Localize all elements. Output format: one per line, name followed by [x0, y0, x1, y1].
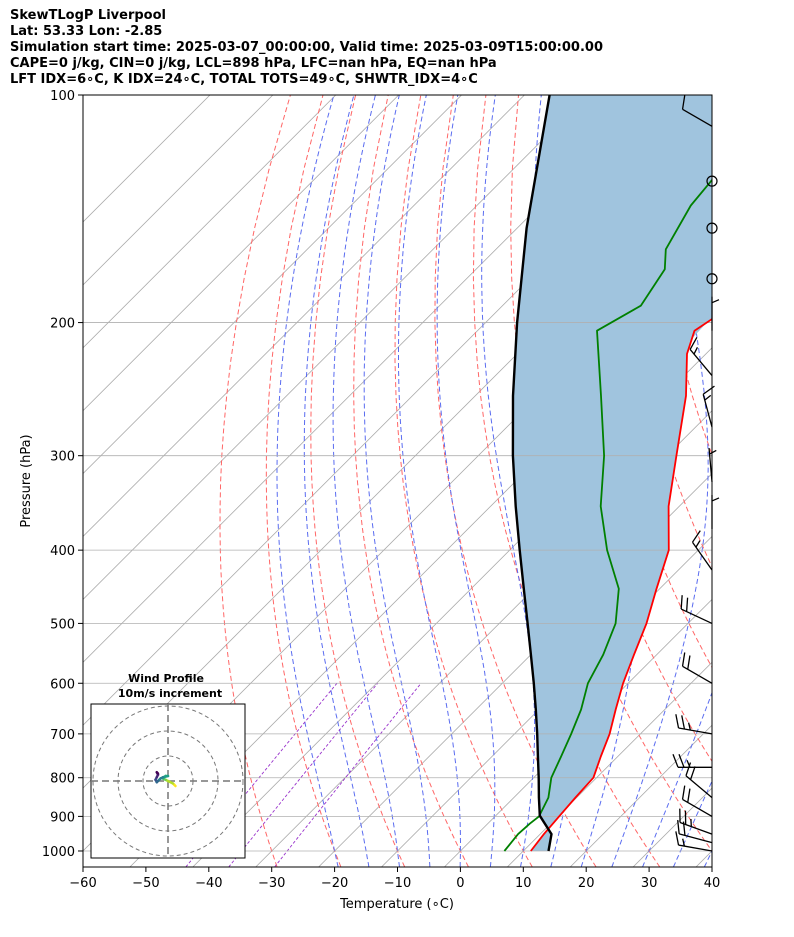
- wind-barb: [689, 336, 713, 376]
- wind-barb: [679, 808, 713, 835]
- isotherm-line: [83, 95, 274, 286]
- moist-adiabat-line: [481, 95, 536, 867]
- wind-barb: [675, 831, 713, 852]
- x-tick-label: −40: [195, 876, 222, 891]
- dry-adiabat-line: [434, 95, 597, 867]
- wind-barb: [691, 530, 713, 571]
- dry-adiabat-line: [714, 95, 794, 867]
- x-tick-label: −60: [69, 876, 96, 891]
- hodograph-subtitle: 10m/s increment: [118, 687, 222, 700]
- wind-barb: [672, 754, 712, 768]
- moist-adiabat-line: [398, 95, 461, 867]
- x-tick-label: 20: [578, 876, 595, 891]
- x-axis-label: Temperature (∘C): [339, 897, 454, 912]
- x-tick-label: 0: [456, 876, 464, 891]
- parcel-line: [511, 95, 553, 852]
- isotherm-line: [506, 661, 712, 867]
- moist-adiabat-line: [672, 779, 712, 867]
- cin-shading: [512, 95, 712, 851]
- cin-shaded-area: [512, 95, 712, 851]
- isotherm-line: [83, 95, 337, 349]
- wind-barb: [681, 785, 713, 817]
- temperature-line: [530, 317, 712, 852]
- moist-adiabat-line: [436, 95, 496, 867]
- isotherm-line: [83, 95, 525, 538]
- hodograph-title: Wind Profile: [128, 672, 204, 685]
- moist-adiabat-line: [611, 95, 709, 867]
- y-tick-label: 200: [50, 317, 75, 332]
- calm-wind-circle: [706, 175, 718, 187]
- wind-barb: [681, 95, 713, 127]
- moist-adiabat-line: [363, 95, 431, 867]
- isotherm-line: [83, 95, 651, 663]
- wind-barb: [711, 494, 720, 529]
- profile-lines: [503, 95, 712, 852]
- mixing-ratio-line: [228, 683, 378, 867]
- y-tick-label: 300: [50, 450, 75, 465]
- wind-barb: [685, 762, 713, 799]
- wind-barb: [708, 448, 717, 483]
- title-indices-1: CAPE=0 j/kg, CIN=0 j/kg, LCL=898 hPa, LF…: [10, 56, 497, 71]
- y-tick-label: 1000: [42, 845, 75, 860]
- x-tick-label: 30: [641, 876, 658, 891]
- dry-adiabat-line: [779, 95, 794, 867]
- isotherm-line: [381, 535, 712, 867]
- dry-adiabat-line: [265, 95, 342, 867]
- x-axis-ticks: −60 −50 −40 −30 −20 −10 0 10 20 30 40: [69, 867, 720, 891]
- wind-barb: [680, 595, 713, 624]
- isotherm-line: [569, 724, 712, 867]
- isotherm-line: [318, 473, 712, 867]
- x-tick-label: −50: [132, 876, 159, 891]
- wind-barbs: [672, 95, 720, 852]
- dry-adiabat-line: [219, 95, 291, 867]
- x-tick-label: 40: [704, 876, 721, 891]
- wind-barb: [677, 819, 713, 844]
- mixing-ratio-line: [274, 683, 422, 867]
- dry-adiabat-line: [394, 95, 533, 867]
- wind-barb: [711, 296, 720, 331]
- moist-adiabat-line: [276, 95, 339, 867]
- y-axis-label: Pressure (hPa): [19, 434, 34, 527]
- title-station: SkewTLogP Liverpool: [10, 8, 166, 23]
- y-tick-label: 400: [50, 544, 75, 559]
- y-axis-ticks: 100 200 300 400 500 600 700 800 900 1000: [42, 89, 83, 860]
- y-tick-label: 800: [50, 772, 75, 787]
- y-tick-label: 600: [50, 677, 75, 692]
- calm-wind-circle: [706, 222, 718, 234]
- dry-adiabat-line: [310, 95, 406, 867]
- x-tick-label: −20: [321, 876, 348, 891]
- y-tick-label: 100: [50, 89, 75, 104]
- hodograph-segment: [155, 771, 160, 775]
- isotherm-line: [83, 95, 588, 600]
- x-tick-label: −30: [258, 876, 285, 891]
- dewpoint-line: [503, 178, 712, 852]
- dry-adiabat-line: [747, 95, 794, 867]
- hodograph-inset: Wind Profile 10m/s increment: [90, 672, 246, 859]
- y-tick-label: 700: [50, 728, 75, 743]
- wind-barb: [681, 652, 713, 684]
- x-tick-label: 10: [515, 876, 532, 891]
- moist-adiabat-line: [703, 849, 712, 867]
- y-tick-label: 500: [50, 617, 75, 632]
- moist-adiabat-line: [303, 95, 370, 867]
- isotherm-line: [83, 95, 462, 475]
- figure-header: SkewTLogP Liverpool Lat: 53.33 Lon: -2.8…: [10, 8, 790, 88]
- dry-adiabat-line: [353, 95, 469, 867]
- dry-adiabat-line: [648, 95, 712, 457]
- wind-barb: [675, 714, 713, 735]
- x-tick-label: −10: [384, 876, 411, 891]
- calm-wind-circle: [706, 273, 718, 285]
- isotherm-line: [83, 95, 399, 412]
- title-latlon: Lat: 53.33 Lon: -2.85: [10, 24, 163, 39]
- title-times: Simulation start time: 2025-03-07_00:00:…: [10, 40, 603, 55]
- moist-adiabat-line: [642, 691, 712, 867]
- moist-adiabat-line: [332, 95, 400, 867]
- title-indices-2: LFT IDX=6∘C, K IDX=24∘C, TOTAL TOTS=49∘C…: [10, 72, 478, 87]
- y-tick-label: 900: [50, 810, 75, 825]
- wind-barb: [702, 385, 715, 428]
